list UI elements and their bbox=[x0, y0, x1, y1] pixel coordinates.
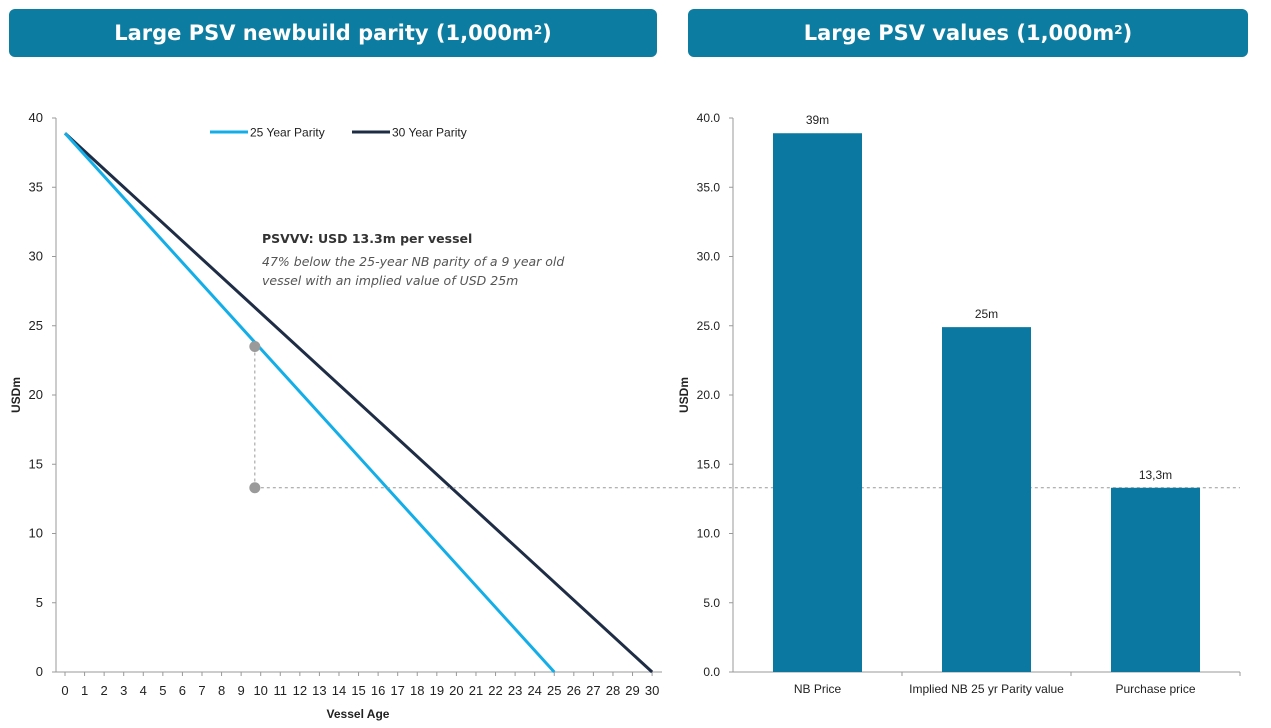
left-x-tick-label: 11 bbox=[274, 683, 288, 698]
left-x-tick-label: 17 bbox=[390, 683, 404, 698]
right-y-tick-label: 30.0 bbox=[697, 250, 721, 264]
left-x-tick-label: 7 bbox=[198, 683, 205, 698]
right-y-tick-label: 40.0 bbox=[697, 111, 721, 125]
right-y-tick-label: 0.0 bbox=[703, 665, 720, 679]
left-x-tick-label: 21 bbox=[469, 683, 483, 698]
left-y-axis-title: USDm bbox=[9, 377, 23, 413]
right-y-axis-title: USDm bbox=[677, 377, 691, 413]
left-x-tick-label: 27 bbox=[586, 683, 600, 698]
right-y-tick-label: 35.0 bbox=[697, 180, 721, 194]
annotation-line: vessel with an implied value of USD 25m bbox=[262, 273, 518, 288]
left-y-tick-label: 25 bbox=[29, 318, 43, 333]
left-x-tick-label: 2 bbox=[101, 683, 108, 698]
right-banner-superscript: 2 bbox=[1114, 23, 1123, 37]
right-y-tick-label: 15.0 bbox=[697, 457, 721, 471]
purchase-marker-point bbox=[249, 482, 261, 494]
right-banner-close: ) bbox=[1122, 21, 1133, 45]
left-y-tick-label: 15 bbox=[29, 456, 43, 471]
left-banner-superscript: 2 bbox=[533, 23, 543, 37]
left-x-tick-label: 6 bbox=[179, 683, 186, 698]
left-x-tick-label: 18 bbox=[410, 683, 424, 698]
right-y-tick-label: 25.0 bbox=[697, 319, 721, 333]
left-x-tick-label: 19 bbox=[430, 683, 444, 698]
right-y-tick-label: 10.0 bbox=[697, 527, 721, 541]
bar-data-label: 25m bbox=[975, 307, 998, 321]
left-y-tick-label: 30 bbox=[29, 249, 43, 264]
left-x-tick-label: 10 bbox=[253, 683, 267, 698]
bar-data-label: 13,3m bbox=[1139, 468, 1172, 482]
bar-nb-price bbox=[773, 133, 862, 673]
left-y-tick-label: 10 bbox=[29, 526, 43, 541]
left-y-tick-label: 0 bbox=[36, 664, 43, 679]
parity-25-line bbox=[63, 132, 556, 674]
bar-category-label: NB Price bbox=[794, 682, 842, 696]
left-x-tick-label: 24 bbox=[527, 683, 541, 698]
left-x-tick-label: 9 bbox=[238, 683, 245, 698]
left-x-tick-label: 13 bbox=[312, 683, 326, 698]
left-x-tick-label: 20 bbox=[449, 683, 463, 698]
legend-label-25: 25 Year Parity bbox=[250, 126, 325, 140]
right-y-tick-label: 20.0 bbox=[697, 388, 721, 402]
left-x-tick-label: 8 bbox=[218, 683, 225, 698]
left-x-tick-label: 1 bbox=[81, 683, 88, 698]
right-chart-banner: Large PSV values (1,000m 2) bbox=[688, 9, 1248, 57]
left-banner-close: ) bbox=[542, 21, 552, 45]
bar-implied-nb-parity bbox=[942, 327, 1031, 672]
bar-category-label: Implied NB 25 yr Parity value bbox=[909, 682, 1064, 696]
left-x-tick-label: 14 bbox=[332, 683, 346, 698]
left-y-tick-label: 20 bbox=[29, 387, 43, 402]
left-y-tick-label: 35 bbox=[29, 179, 43, 194]
legend-label-30: 30 Year Parity bbox=[392, 126, 467, 140]
left-y-tick-label: 40 bbox=[29, 110, 43, 125]
left-x-tick-label: 23 bbox=[508, 683, 522, 698]
bar-data-label: 39m bbox=[806, 113, 829, 127]
left-x-tick-label: 28 bbox=[606, 683, 620, 698]
left-x-tick-label: 4 bbox=[140, 683, 147, 698]
left-x-tick-label: 15 bbox=[351, 683, 365, 698]
parity-30-line bbox=[63, 132, 654, 674]
annotation-line: 47% below the 25-year NB parity of a 9 y… bbox=[262, 254, 564, 269]
right-banner-title: Large PSV values (1,000m bbox=[803, 21, 1115, 45]
left-x-tick-label: 26 bbox=[567, 683, 581, 698]
left-banner-title: Large PSV newbuild parity (1,000m bbox=[114, 21, 534, 45]
left-x-axis-title: Vessel Age bbox=[327, 707, 390, 721]
left-x-tick-label: 3 bbox=[120, 683, 127, 698]
left-x-tick-label: 30 bbox=[645, 683, 659, 698]
left-x-tick-label: 5 bbox=[159, 683, 166, 698]
left-y-tick-label: 5 bbox=[36, 595, 43, 610]
left-x-tick-label: 12 bbox=[293, 683, 307, 698]
left-chart-banner: Large PSV newbuild parity (1,000m 2) bbox=[9, 9, 657, 57]
left-x-tick-label: 29 bbox=[625, 683, 639, 698]
right-y-tick-label: 5.0 bbox=[703, 596, 720, 610]
annotation-title: PSVVV: USD 13.3m per vessel bbox=[262, 231, 472, 246]
bar-category-label: Purchase price bbox=[1115, 682, 1195, 696]
left-x-tick-label: 0 bbox=[61, 683, 68, 698]
parity-marker-point bbox=[249, 341, 261, 353]
left-x-tick-label: 16 bbox=[371, 683, 385, 698]
left-x-tick-label: 25 bbox=[547, 683, 561, 698]
left-x-tick-label: 22 bbox=[488, 683, 502, 698]
bar-purchase-price bbox=[1111, 487, 1200, 672]
